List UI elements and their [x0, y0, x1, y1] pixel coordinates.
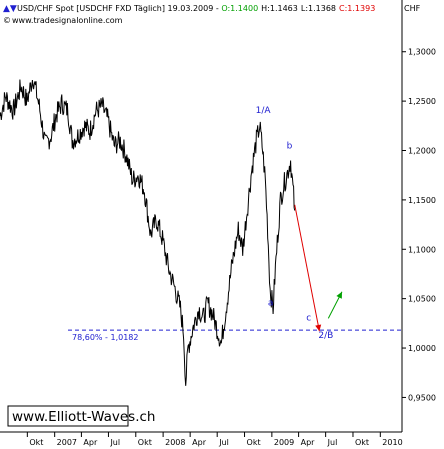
x-tick-label: Jul	[327, 438, 338, 447]
wave-label: 1/A	[256, 106, 272, 116]
x-tick-label: 2009	[274, 438, 294, 447]
x-tick-label: Apr	[301, 438, 316, 447]
y-tick-label: 1,1500	[408, 196, 436, 205]
x-tick-label: Jul	[218, 438, 229, 447]
header-website: www.tradesignalonline.com	[12, 16, 123, 25]
wave-label: 2/B	[318, 331, 333, 341]
x-tick-label: Apr	[192, 438, 207, 447]
header-open: O:1.1400	[221, 4, 258, 13]
y-tick-label: 1,2000	[408, 147, 436, 156]
currency-label: CHF	[404, 4, 421, 13]
x-tick-label: Okt	[355, 438, 369, 447]
header-close: C:1.1393	[339, 4, 375, 13]
x-tick-label: Okt	[138, 438, 152, 447]
x-tick-label: 2010	[382, 438, 402, 447]
x-tick-label: 2008	[165, 438, 185, 447]
x-axis: Okt 2007 Apr Jul Okt 2008 Apr Jul Okt 2009 Apr Jul O…	[26, 432, 403, 447]
x-tick-label: Okt	[29, 438, 43, 447]
y-axis: 1,3000 1,2500 1,2000 1,1500 1,1000 1,0500 1,00…	[402, 48, 436, 402]
watermark-text: www.Elliott-Waves.ch	[12, 409, 155, 425]
y-tick-label: 0,9500	[408, 393, 436, 402]
indicator-icon: ▲▼	[3, 4, 17, 14]
price-line	[0, 79, 296, 386]
copyright-icon: ©	[3, 16, 11, 25]
x-tick-label: 2007	[57, 438, 77, 447]
wave-label: c	[306, 313, 311, 323]
header-line: USD/CHF Spot [USDCHF FXD Täglich] 19.03.…	[17, 4, 375, 13]
projection-down-arrowhead	[315, 324, 322, 332]
wave-labels: 1/A b a c 2/B	[256, 106, 334, 341]
header-high: H:1.1463	[261, 4, 298, 13]
chart-header: ▲▼ USD/CHF Spot [USDCHF FXD Täglich] 19.…	[3, 4, 421, 25]
x-tick-label: Apr	[83, 438, 98, 447]
x-tick-label: Okt	[247, 438, 261, 447]
fib-label: 78,60% - 1,0182	[72, 333, 138, 342]
x-tick-label: Jul	[109, 438, 120, 447]
watermark-box	[7, 405, 129, 427]
wave-label: a	[268, 299, 274, 309]
wave-label: b	[287, 142, 293, 152]
y-tick-label: 1,3000	[408, 48, 436, 57]
y-tick-label: 1,0500	[408, 295, 436, 304]
header-low: L:1.1368	[301, 4, 336, 13]
header-symbol: USD/CHF Spot [USDCHF FXD Täglich] 19.03.…	[17, 4, 221, 13]
y-tick-label: 1,0000	[408, 344, 436, 353]
y-tick-label: 1,1000	[408, 245, 436, 254]
fib-level: 78,60% - 1,0182	[68, 329, 402, 342]
projection-down-line	[294, 204, 320, 332]
projection-up-arrowhead	[336, 291, 342, 299]
watermark: www.Elliott-Waves.ch	[7, 405, 155, 427]
projection-arrows	[294, 204, 343, 332]
y-tick-label: 1,2500	[408, 97, 436, 106]
price-series	[0, 79, 296, 386]
